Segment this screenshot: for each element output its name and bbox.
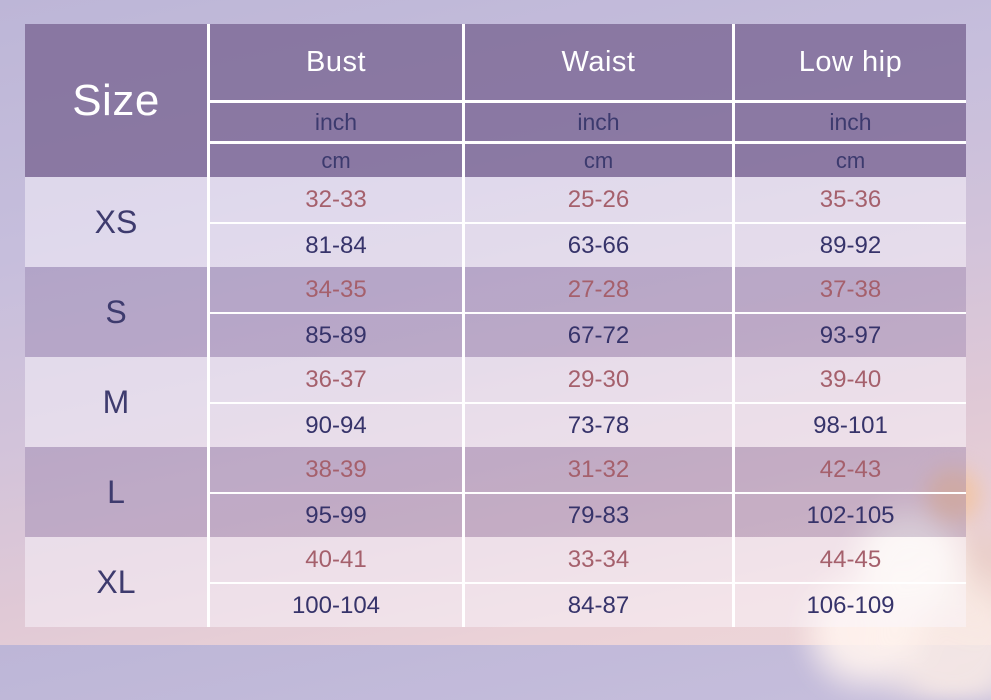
size-label-xl: XL [96, 563, 136, 600]
s-low-hip-cell: 37-38 93-97 [732, 267, 966, 357]
s-bust-cell: 34-35 85-89 [207, 267, 462, 357]
header-size: Size [72, 75, 160, 125]
size-chart-table: Size Bust inch cm Waist inch cm Low hip … [25, 24, 966, 627]
xs-low-hip-inch-value: 35-36 [819, 185, 882, 213]
xl-low-hip-cell: 44-45 106-109 [732, 537, 966, 627]
l-bust-cm-value: 95-99 [210, 492, 462, 537]
table-row-m: M 36-37 90-94 29-30 73-78 39-40 98-101 [25, 357, 966, 447]
xl-low-hip-cm-value: 106-109 [735, 582, 966, 627]
l-bust-cell: 38-39 95-99 [207, 447, 462, 537]
xl-waist-cm-value: 84-87 [465, 582, 732, 627]
l-low-hip-cell: 42-43 102-105 [732, 447, 966, 537]
m-waist-cm-value: 73-78 [465, 402, 732, 447]
m-waist-cell: 29-30 73-78 [462, 357, 732, 447]
xs-low-hip-cm-value: 89-92 [735, 222, 966, 267]
header-waist-label: Waist [561, 45, 636, 78]
table-row-s: S 34-35 85-89 27-28 67-72 37-38 93-97 [25, 267, 966, 357]
header-waist-cm: cm [465, 141, 732, 177]
l-bust-inch-value: 38-39 [305, 455, 367, 483]
m-bust-cell: 36-37 90-94 [207, 357, 462, 447]
s-low-hip-inch-value: 37-38 [819, 275, 882, 303]
size-label-l: L [107, 473, 125, 510]
xs-waist-cm-value: 63-66 [465, 222, 732, 267]
m-waist-inch-value: 29-30 [567, 365, 630, 393]
header-low-hip-label: Low hip [798, 45, 903, 78]
s-bust-cm-value: 85-89 [210, 312, 462, 357]
table-row-xs: XS 32-33 81-84 25-26 63-66 35-36 89-92 [25, 177, 966, 267]
table-row-l: L 38-39 95-99 31-32 79-83 42-43 102-105 [25, 447, 966, 537]
header-bust-inch: inch [210, 100, 462, 141]
m-bust-inch-value: 36-37 [305, 365, 367, 393]
header-waist-inch: inch [465, 100, 732, 141]
header-bust-cm: cm [210, 141, 462, 177]
header-low-hip-cm: cm [735, 141, 966, 177]
header-low-hip-inch: inch [735, 100, 966, 141]
xs-waist-cell: 25-26 63-66 [462, 177, 732, 267]
xl-bust-inch-value: 40-41 [305, 545, 367, 573]
m-bust-cm-value: 90-94 [210, 402, 462, 447]
m-low-hip-cell: 39-40 98-101 [732, 357, 966, 447]
table-header: Size Bust inch cm Waist inch cm Low hip … [25, 24, 966, 177]
s-waist-inch-value: 27-28 [567, 275, 630, 303]
header-bust-label: Bust [305, 45, 367, 78]
xl-waist-cell: 33-34 84-87 [462, 537, 732, 627]
xs-bust-cell: 32-33 81-84 [207, 177, 462, 267]
l-waist-inch-value: 31-32 [567, 455, 630, 483]
xl-low-hip-inch-value: 44-45 [819, 545, 882, 573]
s-waist-cell: 27-28 67-72 [462, 267, 732, 357]
size-label-m: M [102, 383, 130, 420]
xs-low-hip-cell: 35-36 89-92 [732, 177, 966, 267]
header-column-bust: Bust inch cm [207, 24, 462, 177]
l-low-hip-cm-value: 102-105 [735, 492, 966, 537]
m-low-hip-inch-value: 39-40 [819, 365, 882, 393]
xs-waist-inch-value: 25-26 [567, 185, 630, 213]
l-waist-cell: 31-32 79-83 [462, 447, 732, 537]
m-low-hip-cm-value: 98-101 [735, 402, 966, 447]
size-label-s: S [105, 293, 127, 330]
xl-waist-inch-value: 33-34 [567, 545, 630, 573]
s-bust-inch-value: 34-35 [305, 275, 367, 303]
xl-bust-cm-value: 100-104 [210, 582, 462, 627]
xl-bust-cell: 40-41 100-104 [207, 537, 462, 627]
s-low-hip-cm-value: 93-97 [735, 312, 966, 357]
xs-bust-cm-value: 81-84 [210, 222, 462, 267]
l-waist-cm-value: 79-83 [465, 492, 732, 537]
size-label-xs: XS [94, 203, 138, 240]
table-row-xl: XL 40-41 100-104 33-34 84-87 44-45 106-1… [25, 537, 966, 627]
l-low-hip-inch-value: 42-43 [819, 455, 882, 483]
header-column-waist: Waist inch cm [462, 24, 732, 177]
xs-bust-inch-value: 32-33 [305, 185, 367, 213]
s-waist-cm-value: 67-72 [465, 312, 732, 357]
header-column-low-hip: Low hip inch cm [732, 24, 966, 177]
